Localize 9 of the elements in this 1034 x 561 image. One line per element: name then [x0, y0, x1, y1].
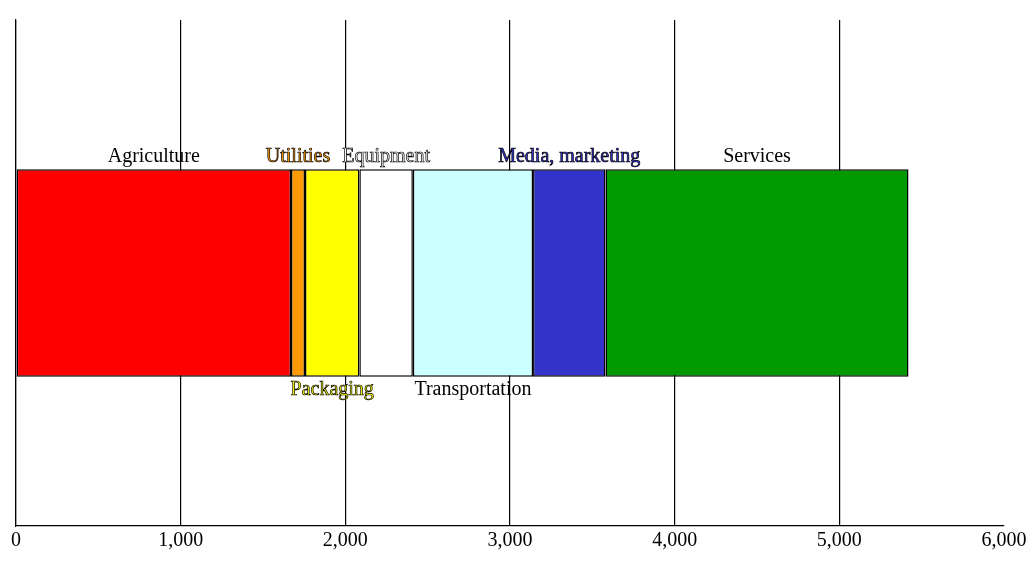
series-label: Utilities: [265, 143, 331, 166]
x-tick-label: 4,000: [652, 528, 698, 551]
x-tick-label: 1,000: [158, 528, 204, 551]
x-tick-label: 5,000: [816, 528, 862, 551]
x-tick-label: 2,000: [322, 528, 368, 551]
x-tick-label: 0: [11, 528, 21, 551]
series-label: Services: [723, 143, 792, 166]
x-tick-label: 3,000: [487, 528, 533, 551]
x-tick-label: 6,000: [981, 528, 1027, 551]
